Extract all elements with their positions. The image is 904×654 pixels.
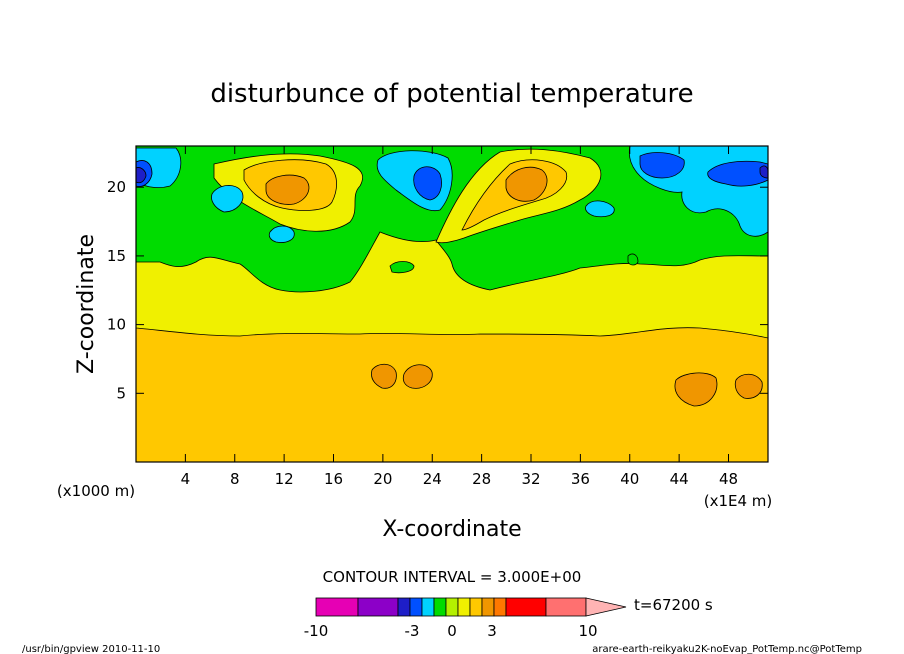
colorbar xyxy=(315,597,627,617)
cell-darkblue-1 xyxy=(136,167,147,184)
colorbar-label: 0 xyxy=(447,622,457,640)
colorbar-swatch xyxy=(545,597,587,617)
colorbar-swatch xyxy=(409,597,423,617)
x-tick-label: 16 xyxy=(324,470,343,488)
cell-cyan-5 xyxy=(585,200,615,218)
x-tick-label: 8 xyxy=(230,470,240,488)
x-tick-label: 36 xyxy=(571,470,590,488)
cell-darkorange-low-1 xyxy=(371,363,397,389)
y-tick-label: 15 xyxy=(107,247,126,265)
x-unit-right: (x1E4 m) xyxy=(704,492,773,510)
cell-darkorange-1 xyxy=(265,174,310,205)
colorbar-swatch xyxy=(469,597,483,617)
colorbar-swatch xyxy=(445,597,459,617)
y-axis: 5 10 15 20 xyxy=(107,178,768,402)
cell-darkorange-2 xyxy=(505,166,548,202)
colorbar-label: -10 xyxy=(304,622,329,640)
cell-cyan-2 xyxy=(211,185,244,213)
x-tick-label: 48 xyxy=(719,470,738,488)
plot-frame xyxy=(135,145,769,463)
colorbar-swatch xyxy=(357,597,399,617)
chart-title: disturbunce of potential temperature xyxy=(210,79,693,109)
x-tick-label: 28 xyxy=(472,470,491,488)
colorbar-labels: -10 -3 0 3 10 xyxy=(304,622,598,640)
colorbar-swatch xyxy=(397,597,411,617)
y-tick-label: 5 xyxy=(116,384,126,402)
y-axis-label: Z-coordinate xyxy=(74,234,99,374)
cell-darkorange-low-4 xyxy=(734,373,763,399)
x-tick-label: 24 xyxy=(423,470,442,488)
y-tick-label: 20 xyxy=(107,178,126,196)
y-tick-label: 10 xyxy=(107,316,126,334)
footer-left: /usr/bin/gpview 2010-11-10 xyxy=(22,644,160,654)
cell-darkblue-2 xyxy=(759,165,768,179)
colorbar-swatch xyxy=(433,597,447,617)
cell-blue-4 xyxy=(707,160,768,187)
footer-right: arare-earth-reikyaku2K-noEvap_PotTemp.nc… xyxy=(592,644,862,654)
time-label: t=67200 s xyxy=(634,596,713,614)
colorbar-swatch xyxy=(505,597,547,617)
x-axis-label: X-coordinate xyxy=(382,517,521,542)
colorbar-label: 10 xyxy=(578,622,597,640)
colorbar-swatch xyxy=(481,597,495,617)
cell-green-small-1 xyxy=(389,261,415,274)
plot-area xyxy=(135,145,769,463)
colorbar-extend-arrow xyxy=(585,597,627,617)
x-unit-left: (x1000 m) xyxy=(57,482,135,500)
colorbar-swatch xyxy=(421,597,435,617)
cell-cyan-4 xyxy=(268,225,295,243)
colorbar-swatch xyxy=(493,597,507,617)
x-tick-label: 32 xyxy=(521,470,540,488)
colorbar-swatch xyxy=(315,597,359,617)
cell-blue-2 xyxy=(413,166,442,201)
x-axis: 4 8 12 16 20 24 28 32 36 40 44 48 xyxy=(181,146,738,488)
x-tick-label: 40 xyxy=(620,470,639,488)
colorbar-label: -3 xyxy=(405,622,420,640)
x-tick-label: 12 xyxy=(275,470,294,488)
x-tick-label: 4 xyxy=(181,470,191,488)
colorbar-swatch xyxy=(457,597,471,617)
cell-green-small-2 xyxy=(627,253,639,266)
contour-interval-label: CONTOUR INTERVAL = 3.000E+00 xyxy=(323,568,582,586)
x-tick-label: 44 xyxy=(670,470,689,488)
colorbar-label: 3 xyxy=(487,622,497,640)
cell-darkorange-low-2 xyxy=(402,364,433,389)
x-tick-label: 20 xyxy=(373,470,392,488)
cell-darkorange-low-3 xyxy=(674,372,718,407)
cell-blue-3 xyxy=(639,152,685,179)
